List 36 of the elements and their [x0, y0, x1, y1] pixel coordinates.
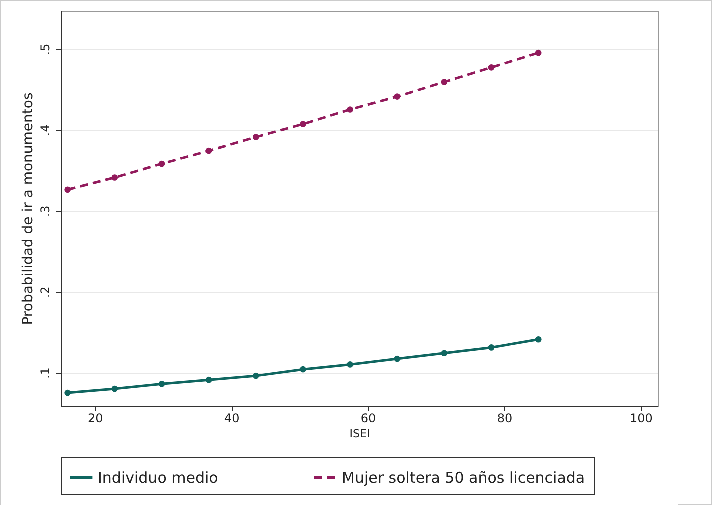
point: [112, 174, 118, 181]
point: [158, 380, 166, 388]
point: [394, 356, 401, 362]
x-axis-title: ISEI: [350, 428, 370, 440]
point: [300, 366, 306, 373]
point: [300, 121, 306, 128]
point: [112, 386, 118, 392]
point: [158, 160, 166, 168]
y-axis-title: Probabilidad de ir a monumentos: [20, 92, 36, 326]
x-tick-label: 20: [88, 412, 104, 426]
x-tick-label: 40: [224, 412, 240, 426]
y-tick-label: .4: [38, 124, 52, 136]
x-tick-label: 80: [497, 412, 513, 426]
point: [252, 372, 260, 380]
point: [441, 79, 448, 86]
y-tick-label: .3: [38, 206, 52, 218]
y-tick-label: .5: [38, 44, 52, 56]
point: [64, 186, 71, 194]
point: [347, 106, 354, 113]
point: [206, 148, 212, 154]
point: [64, 390, 71, 396]
point: [441, 350, 448, 357]
y-tick-label: .2: [38, 286, 52, 298]
point: [394, 94, 401, 100]
legend-label: Mujer soltera 50 años licenciada: [342, 468, 586, 487]
legend-label: Individuo medio: [98, 468, 218, 487]
point: [535, 336, 542, 343]
point: [347, 362, 354, 368]
x-tick-label: 60: [360, 412, 376, 426]
point: [206, 376, 212, 384]
x-tick-label: 100: [630, 412, 653, 426]
point: [488, 344, 495, 351]
point: [252, 134, 260, 140]
point: [535, 50, 542, 56]
point: [488, 64, 495, 71]
y-tick-label: .1: [38, 368, 52, 380]
